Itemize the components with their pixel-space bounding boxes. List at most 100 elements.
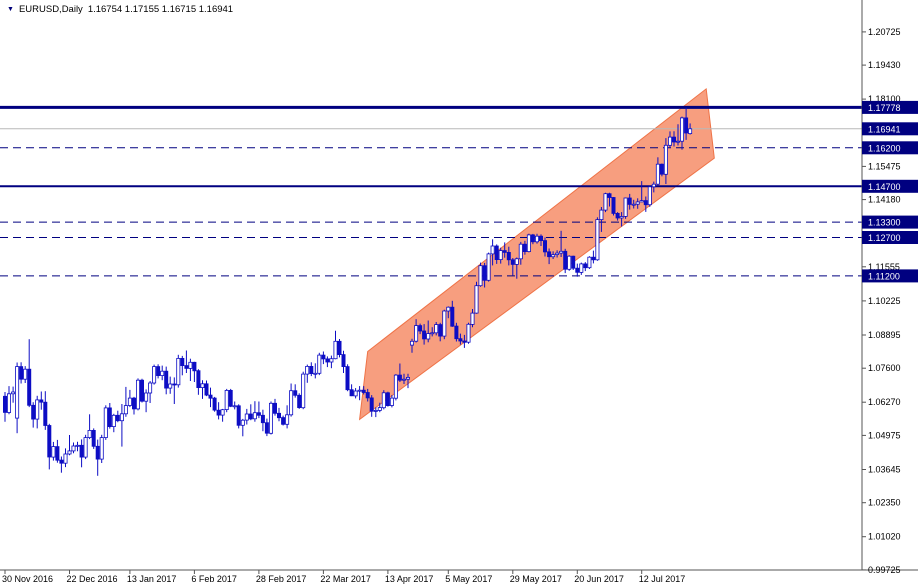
candle: [418, 323, 423, 335]
candle: [659, 163, 664, 177]
candle: [514, 257, 519, 279]
candle: [543, 237, 548, 257]
candle: [353, 388, 358, 399]
candle: [256, 401, 261, 419]
candle: [631, 199, 636, 209]
x-axis-label: 12 Jul 2017: [639, 574, 686, 584]
candle: [555, 250, 560, 258]
candle: [236, 404, 241, 429]
candle: [414, 319, 419, 343]
candle: [95, 439, 100, 476]
candle: [401, 373, 406, 384]
candle: [11, 386, 16, 403]
candle: [240, 418, 245, 437]
candle: [430, 327, 435, 337]
candle: [539, 234, 544, 246]
candle: [587, 256, 592, 269]
x-axis-label: 29 May 2017: [510, 574, 562, 584]
candle: [345, 364, 350, 392]
candle: [200, 380, 205, 399]
svg-text:1.11200: 1.11200: [868, 271, 900, 281]
candle: [551, 251, 556, 259]
candle: [87, 414, 92, 440]
candle: [305, 364, 310, 383]
candle: [462, 334, 467, 348]
x-axis-label: 22 Mar 2017: [320, 574, 371, 584]
candle: [530, 233, 535, 245]
candle: [341, 350, 346, 373]
candle: [486, 252, 491, 282]
candle: [232, 401, 237, 410]
y-axis-label: 1.08895: [868, 330, 901, 340]
candle: [281, 415, 286, 426]
candle: [168, 376, 173, 394]
candle: [276, 407, 281, 422]
candle: [381, 390, 386, 410]
candle: [458, 333, 463, 345]
y-axis-label: 1.02350: [868, 498, 901, 508]
candle: [43, 391, 48, 430]
candle: [83, 434, 88, 460]
candle: [607, 192, 612, 207]
candle: [579, 262, 584, 275]
candle: [454, 322, 459, 342]
chart-ohlc-quote: 1.16754 1.17155 1.16715 1.16941: [87, 4, 234, 15]
candle: [272, 398, 277, 416]
candle: [591, 250, 596, 264]
candle: [35, 395, 40, 429]
candle: [615, 212, 620, 221]
candle: [676, 124, 681, 146]
y-axis-label: 1.18100: [868, 94, 901, 104]
candle: [535, 233, 540, 244]
candle: [192, 361, 197, 382]
candle: [450, 300, 455, 327]
candle: [31, 402, 36, 428]
candle: [405, 373, 410, 389]
candle: [19, 362, 24, 384]
candle: [668, 131, 673, 148]
candle: [651, 181, 656, 193]
x-axis-label: 28 Feb 2017: [256, 574, 307, 584]
candle: [244, 408, 249, 425]
candle: [571, 255, 576, 270]
candle: [139, 378, 144, 403]
chart-title: ▼ EURUSD,Daily 1.16754 1.17155 1.16715 1…: [7, 4, 233, 15]
x-axis-label: 13 Apr 2017: [385, 574, 434, 584]
candle: [333, 330, 338, 360]
candle: [111, 413, 116, 433]
candle: [7, 386, 12, 415]
candle: [385, 391, 390, 407]
candle: [684, 107, 689, 140]
trend-channel[interactable]: [358, 87, 715, 421]
candle: [107, 403, 112, 429]
candle: [309, 362, 314, 377]
candle: [317, 352, 322, 376]
candle: [188, 358, 193, 381]
candle: [325, 356, 330, 368]
candle: [103, 405, 108, 440]
candle: [160, 365, 165, 381]
candle: [611, 197, 616, 216]
candle: [329, 355, 334, 369]
candle: [3, 392, 8, 422]
candle: [248, 404, 253, 421]
candle: [627, 193, 632, 210]
candle: [389, 395, 394, 408]
candle: [119, 404, 124, 447]
candle: [688, 123, 693, 135]
candle: [583, 262, 588, 272]
chart-symbol-label: EURUSD,Daily: [18, 4, 83, 15]
candle: [599, 207, 604, 232]
y-axis-label: 1.14180: [868, 195, 901, 205]
candle: [672, 131, 677, 147]
price-level-badge: 1.13300: [862, 215, 918, 229]
x-axis-label: 20 Jun 2017: [574, 574, 624, 584]
candle: [365, 388, 370, 402]
candle: [164, 366, 169, 395]
candle: [393, 374, 398, 401]
candle: [176, 354, 181, 388]
x-axis-label: 6 Feb 2017: [191, 574, 237, 584]
candle: [603, 192, 608, 213]
y-axis-label: 1.20725: [868, 27, 901, 37]
